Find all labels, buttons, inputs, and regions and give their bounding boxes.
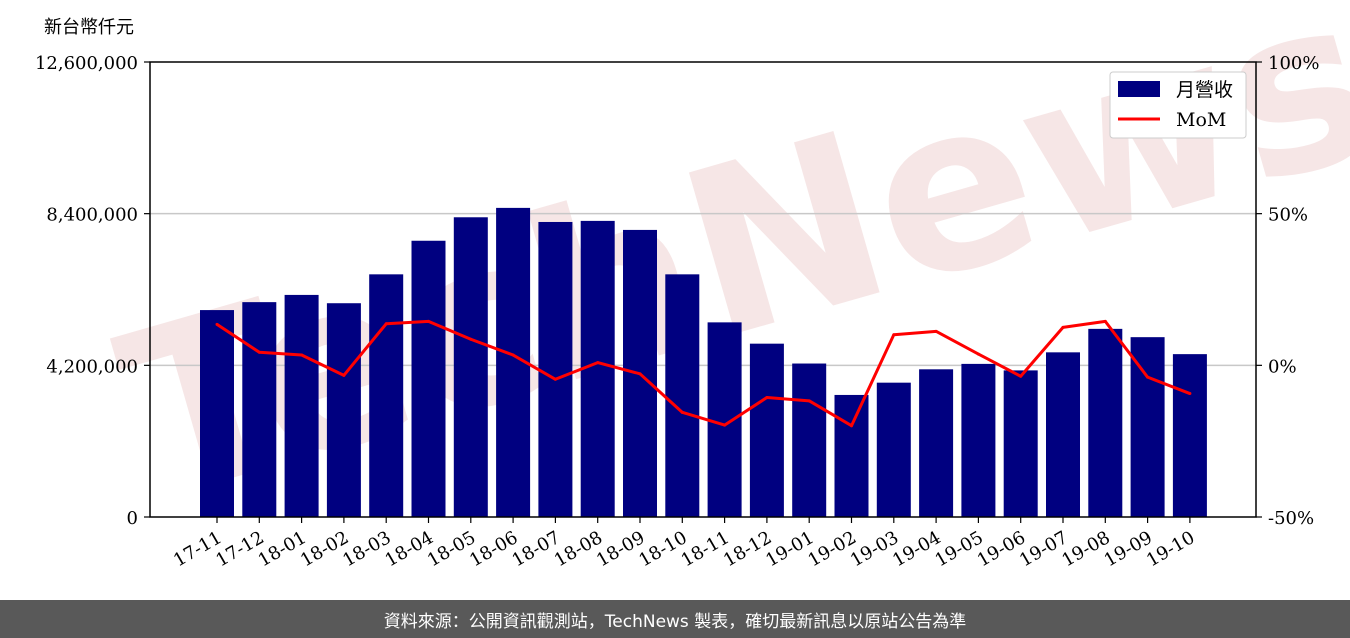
mom-point: [1188, 392, 1192, 396]
mom-point: [976, 352, 980, 356]
left-tick-label: 4,200,000: [46, 356, 138, 377]
revenue-bar: [707, 322, 742, 517]
revenue-bar: [1088, 328, 1123, 517]
revenue-chart: TechNews 新台幣仟元 04,200,0008,400,00012,600…: [35, 0, 1350, 571]
mom-point: [257, 350, 261, 354]
left-tick-label: 0: [127, 508, 138, 529]
revenue-bar: [538, 221, 573, 517]
mom-point: [723, 423, 727, 427]
plot-frame: [149, 61, 1257, 518]
legend: 月營收 MoM: [1109, 71, 1247, 139]
mom-point: [1061, 325, 1065, 329]
legend-bar-swatch: [1118, 81, 1160, 97]
revenue-bar: [411, 240, 446, 517]
mom-point: [342, 373, 346, 377]
revenue-bar: [1046, 352, 1080, 517]
revenue-bar: [876, 382, 911, 517]
revenue-bar: [792, 363, 827, 517]
mom-point: [596, 361, 600, 365]
legend-label-mom: MoM: [1176, 109, 1226, 131]
mom-point: [427, 319, 430, 323]
right-tick-label: 100%: [1268, 53, 1319, 74]
mom-point: [300, 353, 304, 357]
revenue-bar: [665, 274, 700, 517]
mom-point: [680, 410, 684, 414]
legend-label-revenue: 月營收: [1176, 79, 1233, 101]
x-axis-ticks: 17-1117-1218-0118-0218-0318-0418-0518-06…: [170, 517, 1198, 571]
revenue-bar: [1003, 370, 1038, 517]
revenue-bar: [369, 274, 404, 517]
revenue-bar: [834, 394, 869, 517]
right-tick-label: 0%: [1268, 356, 1297, 377]
right-axis-ticks: -50% 0% 50% 100%: [1256, 53, 1319, 529]
left-axis-ticks: 0 4,200,000 8,400,000 12,600,000: [35, 53, 150, 529]
mom-line-series: [215, 319, 1192, 428]
mom-point: [1103, 319, 1107, 323]
mom-point: [511, 353, 515, 357]
revenue-bar: [961, 363, 996, 517]
source-note: 資料來源：公開資訊觀測站，TechNews 製表，確切最新訊息以原站公告為準: [383, 611, 967, 632]
mom-point: [553, 377, 557, 381]
mom-point: [892, 333, 896, 337]
revenue-bar: [1172, 354, 1207, 517]
y-axis-unit-label: 新台幣仟元: [44, 17, 134, 38]
revenue-bar: [580, 220, 615, 517]
right-tick-label: 50%: [1268, 205, 1308, 226]
mom-point: [1019, 374, 1023, 378]
mom-point: [1146, 375, 1150, 379]
source-footer: 資料來源：公開資訊觀測站，TechNews 製表，確切最新訊息以原站公告為準: [0, 600, 1350, 638]
revenue-bar: [200, 310, 234, 517]
revenue-bar: [284, 294, 319, 517]
revenue-bar: [749, 343, 784, 517]
revenue-bar: [1130, 337, 1165, 517]
mom-point: [765, 395, 769, 399]
mom-point: [934, 329, 938, 333]
mom-point: [850, 424, 853, 428]
revenue-bar: [326, 303, 361, 517]
left-tick-label: 12,600,000: [35, 53, 138, 74]
mom-point: [215, 322, 219, 326]
mom-point: [384, 322, 388, 326]
right-tick-label: -50%: [1268, 508, 1314, 529]
mom-point: [807, 399, 811, 403]
x-tick-label: 19-10: [1143, 527, 1198, 571]
bar-series: [200, 207, 1207, 517]
mom-point: [638, 372, 642, 376]
revenue-bar: [242, 302, 277, 517]
revenue-bar: [919, 369, 954, 517]
mom-point: [469, 337, 473, 341]
left-tick-label: 8,400,000: [46, 205, 138, 226]
mom-line: [216, 319, 1191, 428]
revenue-bar: [453, 217, 488, 517]
